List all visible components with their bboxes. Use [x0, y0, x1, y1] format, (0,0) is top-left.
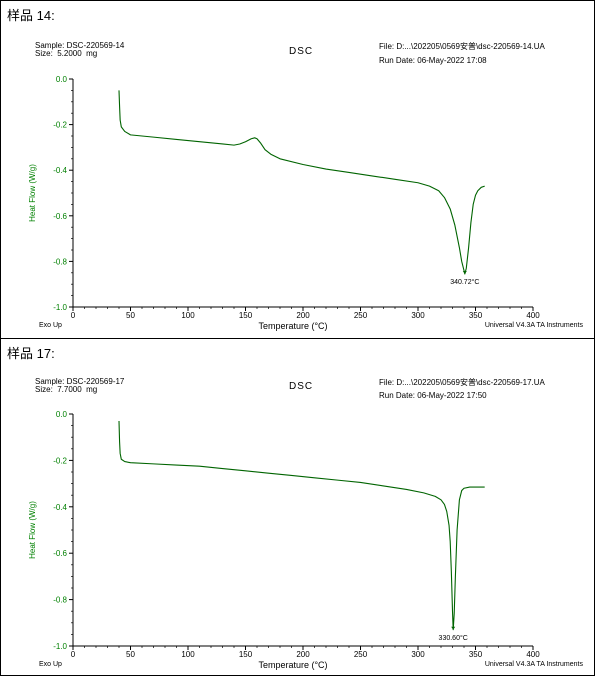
sample-size: Size: 7.7000 mg: [35, 385, 98, 394]
footer-instrument: Universal V4.3A TA Instruments: [485, 661, 584, 668]
x-tick-label: 350: [469, 311, 483, 320]
y-axis-title: Heat Flow (W/g): [28, 164, 37, 222]
y-tick-label: -0.2: [53, 456, 67, 465]
x-tick-label: 150: [239, 650, 253, 659]
sample-title: 样品 17:: [7, 346, 55, 361]
sample-name: Sample: DSC-220569-14: [35, 41, 125, 50]
peak-label: 340.72°C: [450, 278, 479, 286]
x-tick-label: 250: [354, 650, 368, 659]
x-tick-label: 350: [469, 650, 483, 659]
peak-label: 330.60°C: [439, 634, 468, 642]
y-tick-label: -1.0: [53, 303, 67, 312]
x-tick-label: 0: [71, 311, 76, 320]
method-title: DSC: [289, 46, 314, 57]
y-tick-label: -0.6: [53, 212, 67, 221]
dsc-panel-1: 样品 14: Sample: DSC-220569-14 Size: 5.200…: [1, 1, 594, 337]
footer-exo-up: Exo Up: [39, 322, 62, 329]
y-tick-label: -0.4: [53, 503, 67, 512]
run-date: Run Date: 06-May-2022 17:08: [379, 56, 487, 65]
x-tick-label: 300: [411, 650, 425, 659]
x-tick-label: 300: [411, 311, 425, 320]
x-tick-label: 150: [239, 311, 253, 320]
x-tick-label: 0: [71, 650, 76, 659]
x-tick-label: 400: [526, 650, 540, 659]
peak-marker: [462, 270, 467, 274]
y-tick-label: -0.4: [53, 166, 67, 175]
sample-title: 样品 14:: [7, 8, 55, 23]
sample-size: Size: 5.2000 mg: [35, 49, 98, 58]
y-tick-label: -0.2: [53, 121, 67, 130]
x-tick-label: 250: [354, 311, 368, 320]
footer-instrument: Universal V4.3A TA Instruments: [485, 322, 584, 329]
y-tick-label: 0.0: [56, 75, 68, 84]
x-axis-title: Temperature (°C): [258, 660, 327, 670]
dsc-chart-1: 0 50 100 150 200 250 300 350 400 0.0 -0.2 -0.4 -0.6 -…: [28, 75, 584, 331]
x-axis-title: Temperature (°C): [258, 321, 327, 331]
series-line: [118, 90, 485, 275]
x-tick-label: 50: [126, 311, 135, 320]
y-tick-label: -0.8: [53, 257, 67, 266]
x-tick-label: 100: [181, 650, 195, 659]
series-line: [118, 420, 485, 631]
peak-marker: [451, 626, 456, 630]
x-tick-label: 400: [526, 311, 540, 320]
x-tick-label: 100: [181, 311, 195, 320]
y-tick-label: -1.0: [53, 642, 67, 651]
footer-exo-up: Exo Up: [39, 661, 62, 668]
y-tick-label: -0.6: [53, 549, 67, 558]
y-tick-label: -0.8: [53, 596, 67, 605]
file-path: File: D:...\202205\0569安普\dsc-220569-14.…: [379, 42, 545, 51]
x-tick-label: 50: [126, 650, 135, 659]
file-path: File: D:...\202205\0569安普\dsc-220569-17.…: [379, 378, 545, 387]
y-axis-title: Heat Flow (W/g): [28, 501, 37, 559]
dsc-chart-2: 0 50 100 150 200 250 300 350 400 0.0 -0.2 -0.4 -0.6 -…: [28, 410, 584, 670]
x-tick-label: 200: [296, 650, 310, 659]
y-tick-label: 0.0: [56, 410, 68, 419]
dsc-panel-2: 样品 17: Sample: DSC-220569-17 Size: 7.700…: [1, 338, 594, 675]
method-title: DSC: [289, 381, 314, 392]
run-date: Run Date: 06-May-2022 17:50: [379, 391, 487, 400]
sample-name: Sample: DSC-220569-17: [35, 377, 125, 386]
x-tick-label: 200: [296, 311, 310, 320]
